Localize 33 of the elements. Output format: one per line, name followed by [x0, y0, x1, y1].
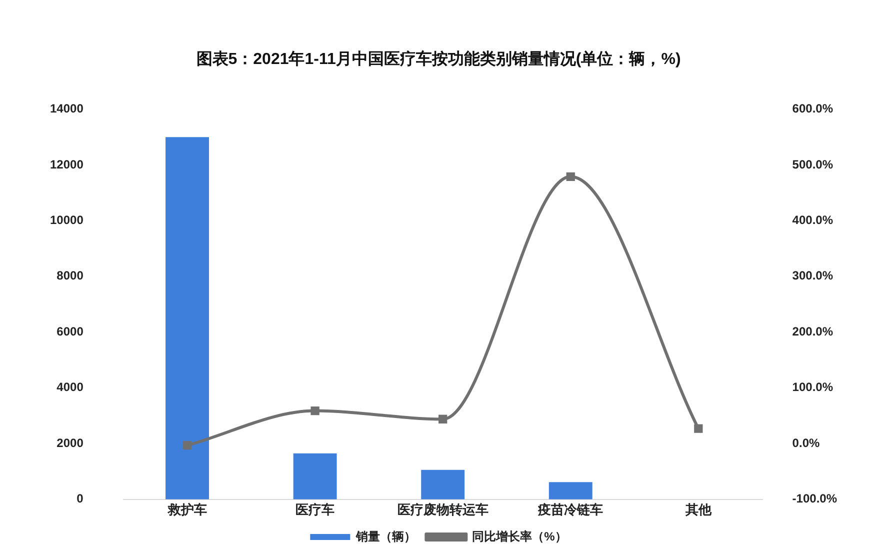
- bar: [293, 453, 337, 500]
- bar: [548, 482, 592, 500]
- y-tick-label: 14000: [50, 102, 84, 116]
- y-tick-label: 8000: [56, 268, 84, 283]
- y-tick-label: 0: [76, 492, 84, 506]
- y-tick-label: 10000: [50, 213, 84, 227]
- x-tick-label: 救护车: [166, 502, 207, 517]
- y2-tick-label: 500.0%: [792, 157, 834, 172]
- chart-title: 图表5：2021年1-11月中国医疗车按功能类别销量情况(单位：辆，%): [196, 50, 681, 68]
- y2-tick-label: -100.0%: [792, 492, 838, 506]
- point: [182, 441, 192, 450]
- y-tick-label: 6000: [56, 324, 84, 338]
- x-tick-label: 其他: [684, 502, 712, 517]
- y2-tick-label: 0.0%: [792, 436, 820, 450]
- y-tick-label: 2000: [56, 436, 84, 450]
- x-tick-label: 疫苗冷链车: [537, 502, 604, 517]
- point: [310, 406, 320, 416]
- legend-label: 同比增长率（%）: [472, 529, 567, 544]
- x-tick-label: 医疗车: [296, 502, 335, 517]
- y2-tick-label: 100.0%: [792, 380, 834, 394]
- point: [566, 172, 575, 181]
- bar: [421, 470, 465, 500]
- legend-label: 销量（辆）: [355, 529, 416, 544]
- y-tick-label: 4000: [56, 380, 84, 394]
- y-tick-label: 12000: [50, 157, 84, 172]
- y2-tick-label: 200.0%: [792, 324, 834, 338]
- y2-tick-label: 600.0%: [792, 102, 834, 116]
- y2-tick-label: 300.0%: [792, 268, 834, 283]
- bar: [166, 137, 209, 500]
- x-tick-label: 医疗废物转运车: [397, 502, 488, 517]
- y2-tick-label: 400.0%: [792, 213, 834, 227]
- point: [694, 424, 703, 433]
- point: [438, 414, 448, 424]
